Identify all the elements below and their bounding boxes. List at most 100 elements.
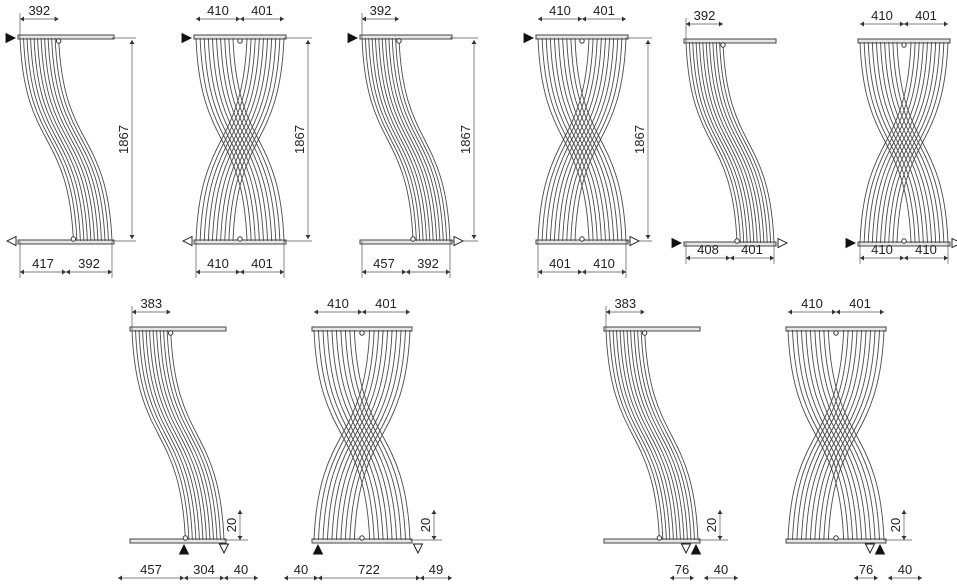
tube-b — [880, 41, 933, 244]
tube-b — [353, 329, 411, 541]
tube — [51, 37, 106, 242]
valve-icon — [579, 38, 585, 44]
dimension-arrowhead — [578, 269, 582, 275]
top-dimension-left-label: 410 — [549, 3, 571, 18]
tube-b — [805, 329, 863, 541]
tube-b — [224, 37, 277, 242]
radiator-2: 410 401 1867 410 401 — [181, 3, 312, 278]
dimension-arrowhead — [118, 575, 122, 581]
tube-b — [809, 329, 867, 541]
outflow-marker-icon — [412, 543, 424, 555]
inflow-marker-icon — [690, 543, 702, 555]
top-dimension-label: 392 — [28, 3, 50, 18]
tube — [131, 329, 186, 541]
outflow-marker-icon — [218, 543, 230, 555]
tube-b — [818, 329, 876, 541]
side-dimension-label: 20 — [888, 518, 903, 532]
tube-b — [827, 329, 885, 541]
height-dimension-label: 1867 — [292, 125, 307, 154]
side-dimension-label: 20 — [224, 518, 239, 532]
bottom-dimension-1-label: 457 — [140, 562, 162, 577]
dimension-arrowhead — [394, 16, 399, 22]
dimension-arrowhead — [578, 16, 582, 22]
valve-icon — [410, 236, 416, 242]
radiator-8: 410 401 40 722 49 20 — [284, 296, 452, 581]
dimension-arrowhead — [236, 269, 240, 275]
tube — [698, 41, 751, 244]
dimension-arrowhead — [54, 16, 59, 22]
valve-icon — [833, 330, 839, 336]
tube-b — [796, 329, 854, 541]
side-dimension-label: 20 — [418, 518, 433, 532]
tube — [156, 329, 211, 541]
tube — [58, 37, 113, 242]
bottom-header-bar — [683, 241, 777, 247]
tube-b — [344, 329, 402, 541]
bottom-dimension-3-label: 40 — [234, 562, 248, 577]
tube-b — [549, 37, 602, 242]
dimension-arrowhead — [854, 575, 858, 581]
tube — [30, 37, 85, 242]
dimension-arrowhead — [237, 536, 243, 540]
tube — [371, 37, 424, 242]
tube-b — [340, 329, 398, 541]
dimension-arrowhead — [622, 269, 626, 275]
dimension-arrowhead — [129, 235, 135, 239]
tube-b — [195, 37, 248, 242]
dimension-arrowhead — [582, 269, 586, 275]
dimension-arrowhead — [448, 575, 452, 581]
inflow-marker-icon — [523, 32, 535, 44]
tube — [170, 329, 225, 541]
radiator-3: 392 1867 457 392 — [347, 3, 478, 278]
bottom-dimension-2-label: 40 — [714, 562, 728, 577]
tube-b — [220, 37, 273, 242]
top-dimension-label: 392 — [370, 3, 392, 18]
valve-icon — [237, 38, 243, 44]
dimension-arrowhead — [832, 309, 836, 315]
dimension-arrowhead — [860, 21, 864, 27]
tube-b — [558, 37, 611, 242]
tube-b — [313, 329, 371, 541]
tube-b — [349, 329, 406, 541]
radiator-7: 383 457 304 40 20 — [118, 296, 258, 581]
tube-b — [335, 329, 393, 541]
dimension-arrowhead — [900, 21, 904, 27]
tube — [37, 37, 92, 242]
tube-b — [322, 329, 380, 541]
tube — [388, 37, 441, 242]
tube-b — [863, 41, 916, 244]
tube-b — [545, 37, 598, 242]
dimension-arrowhead — [108, 269, 112, 275]
tube — [361, 37, 414, 242]
valve-icon — [641, 330, 648, 336]
tube-b — [207, 37, 260, 242]
dimension-arrowhead — [918, 575, 922, 581]
inflow-marker-icon — [845, 237, 857, 249]
tube — [630, 329, 685, 541]
radiator-9: 383 76 40 20 — [603, 296, 738, 581]
bottom-dimension-2-label: 40 — [898, 562, 912, 577]
top-dimension-label: 383 — [614, 296, 636, 311]
tube-b — [867, 41, 920, 244]
bottom-dimension-1-label: 76 — [859, 562, 873, 577]
bottom-dimension-left-label: 410 — [871, 242, 893, 257]
dimension-arrowhead — [888, 575, 892, 581]
inflow-marker-icon — [347, 32, 359, 44]
dimension-arrowhead — [420, 575, 424, 581]
top-dimension-left-label: 410 — [207, 3, 229, 18]
valve-icon — [734, 238, 740, 244]
dimension-arrowhead — [20, 16, 24, 22]
dimension-arrowhead — [406, 269, 410, 275]
dimension-arrowhead — [416, 575, 420, 581]
valve-icon — [833, 535, 839, 541]
tube — [712, 41, 765, 244]
tube — [640, 329, 695, 541]
top-header-bar — [129, 326, 227, 332]
dimension-arrowhead — [860, 255, 864, 261]
bottom-header-bar — [359, 239, 453, 245]
dimension-arrowhead — [431, 536, 437, 540]
top-dimension-label: 392 — [694, 8, 716, 23]
tube-b — [884, 41, 937, 244]
dimension-arrowhead — [686, 255, 690, 261]
top-dimension-right-label: 401 — [849, 296, 871, 311]
